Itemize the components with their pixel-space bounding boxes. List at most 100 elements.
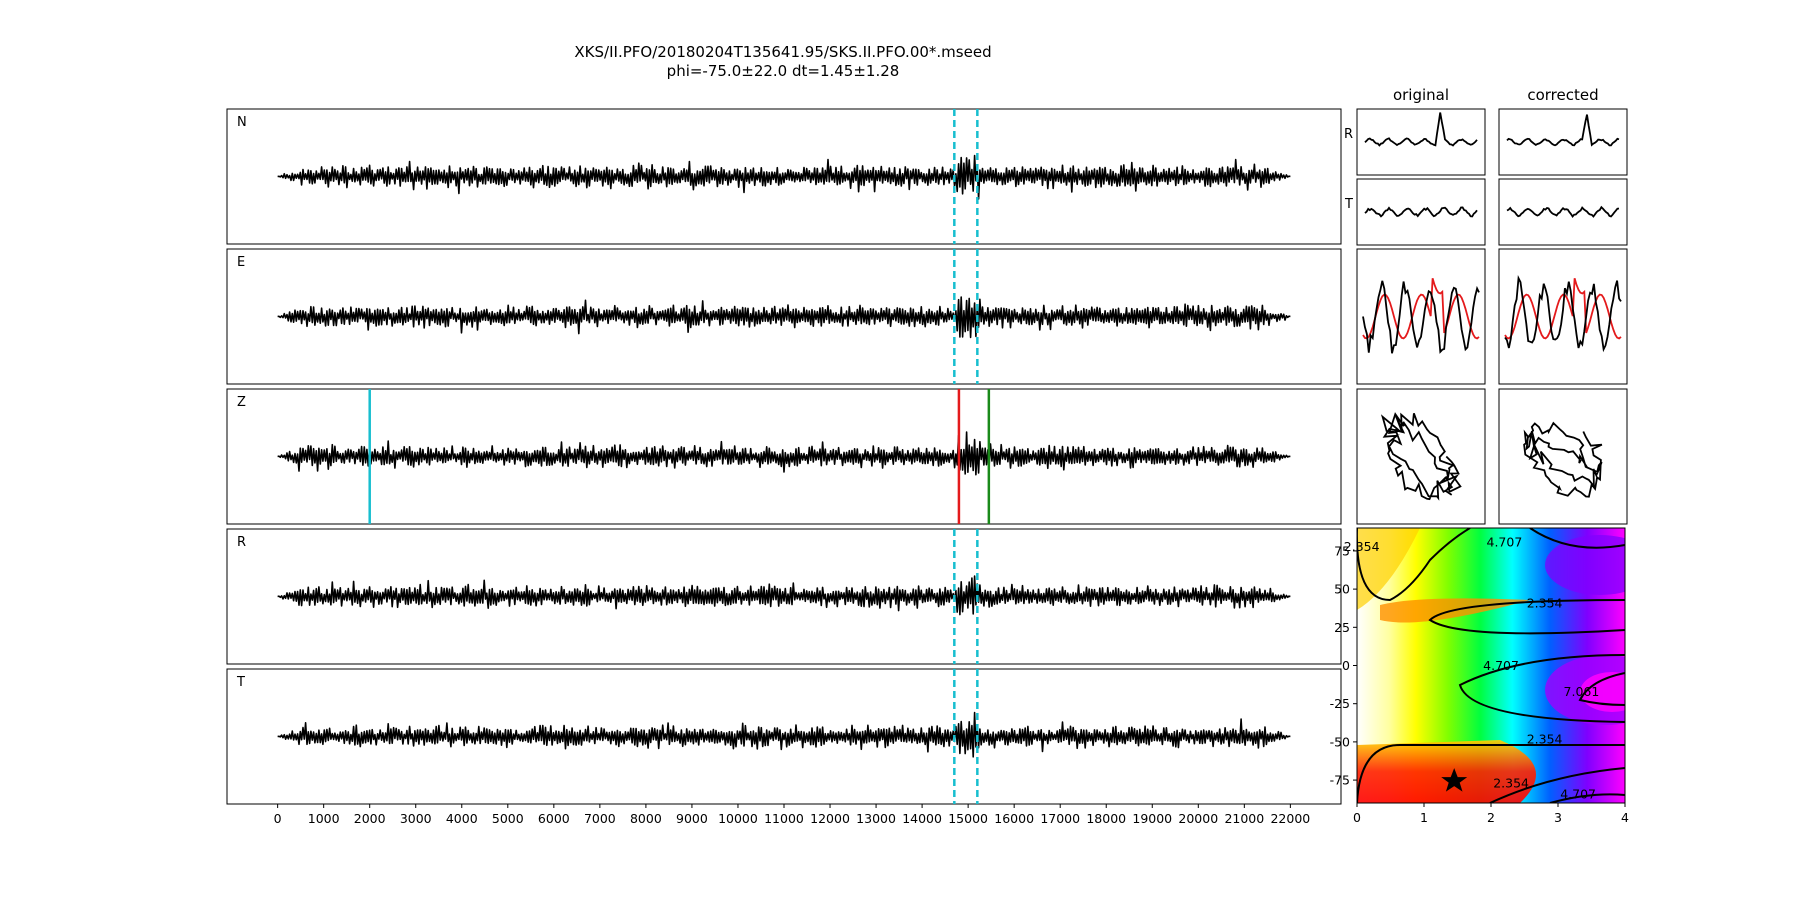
x-tick-label: 8000: [630, 811, 662, 826]
surface-contour: [1357, 744, 1625, 803]
seismogram-trace: [277, 575, 1291, 616]
small-trace-line: [1364, 112, 1478, 147]
waveform-panels: N E Z R T: [226, 108, 1342, 805]
figure-title-line2: phi=-75.0±22.0 dt=1.45±1.28: [667, 62, 900, 80]
x-tick-label: 1000: [308, 811, 340, 826]
x-tick-label: 13000: [856, 811, 896, 826]
surface-contour: [1578, 672, 1625, 706]
x-tick-label: 19000: [1132, 811, 1172, 826]
contour-label: 2.354: [1344, 539, 1380, 554]
x-tick-label: 18000: [1086, 811, 1126, 826]
waveform-panel-e: E: [226, 248, 1342, 385]
contour-label: 4.707: [1483, 658, 1519, 673]
surface-x-tick-label: 1: [1420, 810, 1428, 825]
window-t-frame: [1498, 178, 1628, 246]
surface-band-yellow: [1357, 528, 1420, 610]
x-tick-label: 12000: [810, 811, 850, 826]
small-trace: [1506, 114, 1620, 147]
panel-frame: [226, 528, 1342, 665]
particle-motion-frame: [1498, 388, 1628, 525]
contour-label: 7.061: [1564, 684, 1600, 699]
x-tick-label: 9000: [676, 811, 708, 826]
surface-y-tick-label: -25: [1330, 696, 1350, 711]
x-tick-label: 15000: [948, 811, 988, 826]
surface-contour: [1489, 767, 1625, 803]
particle-motion-path: [1380, 412, 1462, 501]
small-trace: [1506, 205, 1620, 219]
surface-y-tick-label: -50: [1330, 734, 1350, 749]
x-tick-label: 10000: [718, 811, 758, 826]
overlay-frame: [1498, 248, 1628, 385]
surface-contour: [1458, 654, 1625, 723]
surface-y-tick-label: 75: [1334, 543, 1350, 558]
figure-title-line1: XKS/II.PFO/20180204T135641.95/SKS.II.PFO…: [574, 43, 991, 61]
contour-label: 4.707: [1560, 786, 1596, 801]
seismogram-trace: [277, 296, 1291, 339]
x-tick-label: 14000: [902, 811, 942, 826]
error-surface: 2.354 4.707 2.354 4.707 7.061 2.354 2.354 4.707…: [1330, 527, 1629, 825]
surface-x-tick-label: 3: [1554, 810, 1562, 825]
waveform-x-axis: 0 1000 2000 3000 4000 5000 6000 7000 8000 9000 100…: [274, 804, 1310, 826]
surface-y-tick-label: 50: [1334, 582, 1350, 597]
contour-label: 2.354: [1493, 776, 1529, 791]
seismogram-trace: [277, 711, 1291, 758]
x-tick-label: 4000: [446, 811, 478, 826]
waveform-panel-r: R: [226, 528, 1342, 665]
x-tick-label: 21000: [1224, 811, 1264, 826]
waveform-panel-z: Z: [226, 388, 1342, 525]
column-title: corrected: [1527, 86, 1598, 104]
x-tick-label: 3000: [400, 811, 432, 826]
x-tick-label: 5000: [492, 811, 524, 826]
x-tick-label: 6000: [538, 811, 570, 826]
surface-contour: [1529, 528, 1625, 549]
x-tick-label: 17000: [1040, 811, 1080, 826]
small-trace: [1364, 206, 1478, 218]
x-tick-label: 7000: [584, 811, 616, 826]
surface-y-tick-label: -75: [1330, 773, 1350, 788]
contour-label: 2.354: [1527, 595, 1563, 610]
column-title: original: [1393, 86, 1449, 104]
window-r-frame: [1356, 108, 1486, 176]
overlay-frame: [1356, 248, 1486, 385]
particle-motion-path: [1523, 421, 1603, 498]
surface-band-red: [1357, 740, 1536, 803]
window-r-frame: [1498, 108, 1628, 176]
surface-contour: [1549, 793, 1625, 803]
x-tick-label: 0: [274, 811, 282, 826]
panel-frame: [226, 108, 1342, 245]
x-tick-label: 16000: [994, 811, 1034, 826]
overlay-trace-black: [1362, 280, 1480, 354]
panel-label: T: [236, 675, 245, 690]
row-label: R: [1344, 127, 1353, 142]
x-tick-label: 2000: [354, 811, 386, 826]
window-comparison-panels: original corrected R T: [1344, 86, 1628, 525]
x-tick-label: 22000: [1270, 811, 1310, 826]
panel-label: E: [237, 255, 245, 270]
panel-label: R: [237, 535, 246, 550]
small-trace-line: [1364, 206, 1478, 218]
panel-label: N: [237, 115, 247, 130]
contour-label: 2.354: [1527, 731, 1563, 746]
error-surface-fill: [1357, 528, 1625, 803]
particle-motion-frame: [1356, 388, 1486, 525]
seismogram-trace: [277, 154, 1291, 200]
overlay-trace-red: [1504, 278, 1622, 340]
small-trace-line: [1506, 205, 1620, 219]
x-tick-label: 20000: [1178, 811, 1218, 826]
window-t-frame: [1356, 178, 1486, 246]
surface-x-axis: 0 1 2 3 4: [1353, 803, 1629, 825]
surface-x-tick-label: 4: [1621, 810, 1629, 825]
x-tick-label: 11000: [764, 811, 804, 826]
surface-x-tick-label: 0: [1353, 810, 1361, 825]
contour-label: 4.707: [1487, 534, 1523, 549]
small-trace: [1364, 112, 1478, 147]
surface-y-tick-label: 25: [1334, 620, 1350, 635]
panel-label: Z: [237, 395, 246, 410]
waveform-panel-n: N: [226, 108, 1342, 245]
surface-x-tick-label: 2: [1487, 810, 1495, 825]
surface-y-tick-label: 0: [1342, 658, 1350, 673]
waveform-panel-t: T: [226, 668, 1342, 805]
panel-frame: [226, 388, 1342, 525]
seismogram-trace: [277, 431, 1291, 476]
